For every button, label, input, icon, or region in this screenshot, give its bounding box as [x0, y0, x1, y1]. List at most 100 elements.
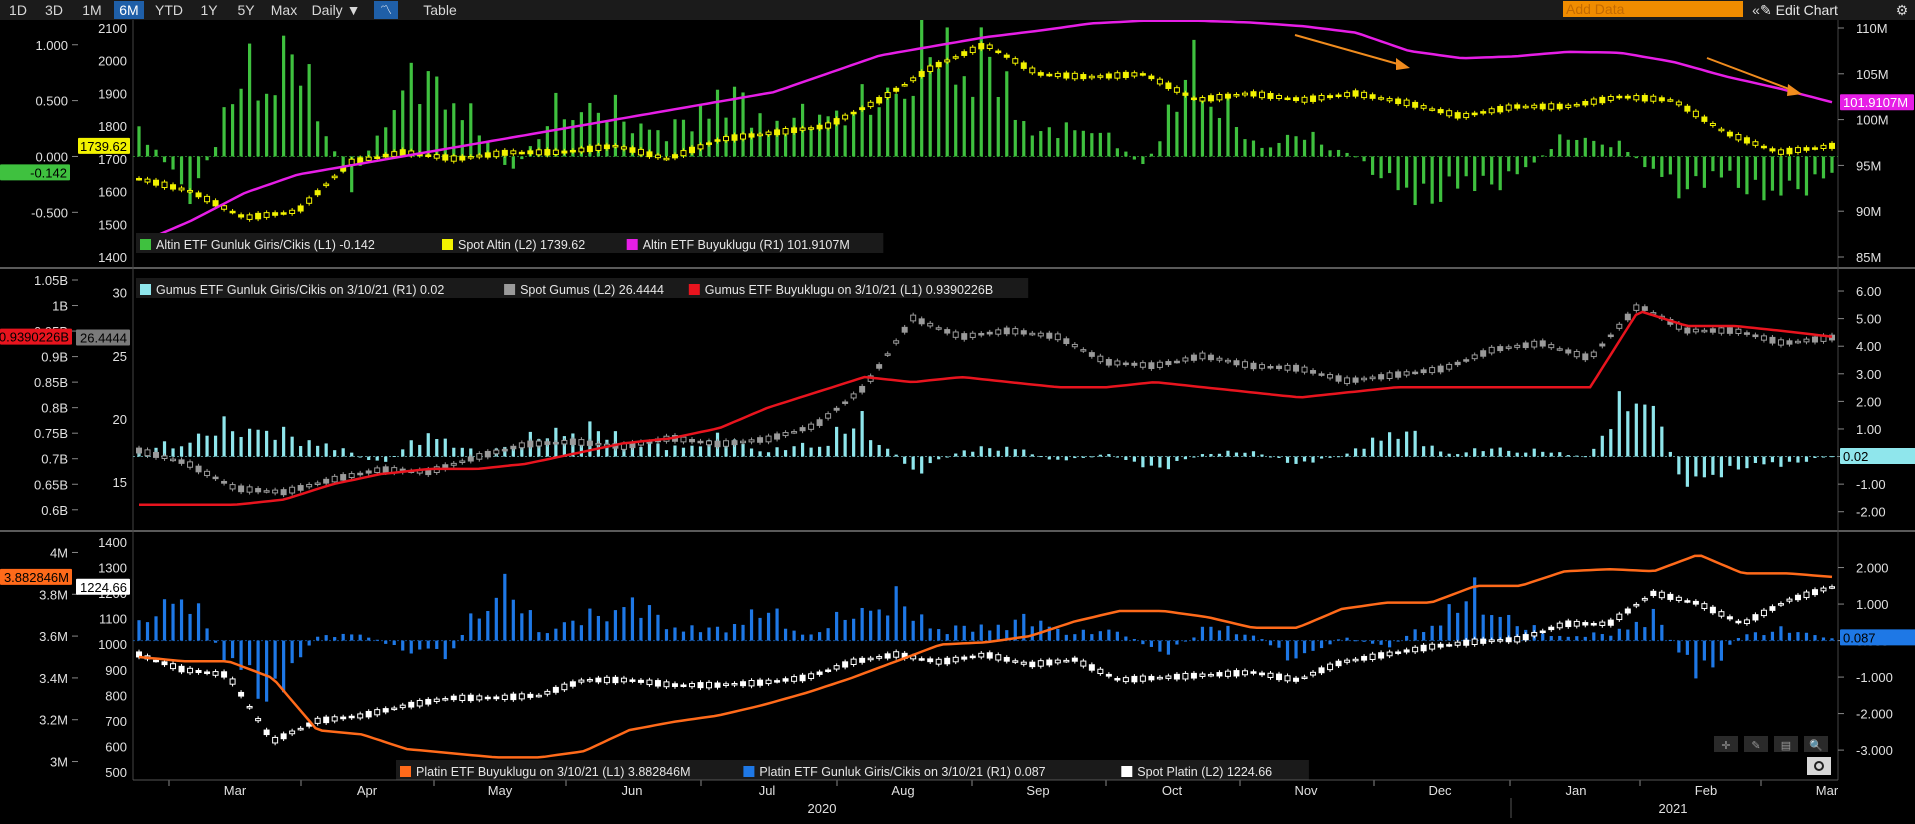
flow-bar — [1345, 637, 1349, 641]
flow-bar — [1566, 455, 1570, 457]
flow-bar — [1217, 630, 1222, 641]
flow-bar — [996, 624, 1000, 641]
spot-candle — [1199, 673, 1206, 677]
flow-bar — [664, 450, 669, 457]
spot-candle — [450, 462, 457, 466]
rewind-icon[interactable]: « — [1752, 2, 1760, 18]
spot-candle — [1777, 339, 1784, 346]
spot-candle — [1692, 600, 1699, 605]
spot-candle — [757, 679, 764, 686]
flow-bar — [341, 448, 345, 457]
spot-candle — [433, 154, 440, 159]
flow-bar — [1549, 636, 1553, 641]
snapshot-button[interactable] — [1807, 757, 1831, 775]
flow-bar — [213, 435, 218, 457]
flow-bar — [1336, 456, 1341, 458]
spot-candle — [1743, 332, 1750, 335]
spot-candle — [399, 704, 406, 709]
spot-candle — [918, 658, 925, 661]
flow-bar — [1626, 152, 1630, 157]
spot-candle — [748, 133, 755, 138]
spot-candle — [1803, 338, 1810, 343]
range-button-ytd[interactable]: YTD — [155, 2, 183, 18]
table-button[interactable]: Table — [423, 2, 457, 18]
range-button-5y[interactable]: 5Y — [237, 2, 255, 18]
spot-candle — [1556, 348, 1563, 351]
x-axis-month: Mar — [1816, 783, 1839, 798]
spot-candle — [901, 83, 908, 87]
range-button-1d[interactable]: 1D — [9, 2, 27, 18]
panel-tool-button[interactable] — [1774, 736, 1798, 752]
spot-candle — [808, 127, 815, 130]
spot-candle — [187, 461, 194, 468]
range-button-max[interactable]: Max — [270, 2, 298, 18]
flow-bar — [1736, 156, 1741, 188]
snapshot-icon — [1814, 761, 1824, 771]
panel-tool-button[interactable] — [1804, 736, 1828, 752]
panel-tool-button[interactable] — [1714, 736, 1738, 752]
spot-candle — [204, 470, 211, 477]
flow-bar — [1047, 456, 1051, 460]
last-value-flow-bg — [1840, 629, 1915, 646]
flow-bar — [800, 634, 805, 641]
spot-candle — [527, 440, 534, 448]
flow-bar — [1149, 640, 1153, 647]
spot-candle — [246, 705, 253, 709]
edit-chart-button[interactable]: ✎ Edit Chart — [1760, 0, 1838, 20]
flow-bar — [511, 447, 515, 457]
spot-candle — [1454, 641, 1461, 646]
flow-bar — [1098, 454, 1102, 457]
panel-tool-button[interactable] — [1744, 736, 1768, 752]
edit-icon: ✎ — [1760, 2, 1772, 18]
chart-type-icon[interactable]: 〽 — [374, 1, 398, 19]
flow-bar — [392, 456, 396, 458]
spot-candle — [1361, 655, 1368, 661]
range-button-3d[interactable]: 3D — [45, 2, 63, 18]
spot-candle — [1531, 104, 1538, 109]
flow-bar — [1260, 639, 1264, 641]
flow-bar — [1728, 640, 1732, 645]
spot-candle — [484, 450, 491, 458]
spot-candle — [1293, 97, 1300, 102]
range-button-1m[interactable]: 1M — [82, 2, 102, 18]
flow-bar — [971, 631, 975, 641]
flow-bar — [903, 98, 907, 157]
flow-bar — [307, 640, 311, 646]
flow-bar — [588, 608, 592, 641]
flow-bar — [1796, 632, 1800, 641]
flow-bar — [1481, 156, 1485, 176]
settings-icon[interactable]: ⚙ — [1895, 2, 1909, 18]
left-axis-tick: 0.85B — [34, 375, 68, 390]
spot-candle — [1692, 110, 1699, 118]
spot-candle — [1378, 97, 1385, 100]
flow-bar — [324, 635, 328, 641]
add-data-input[interactable]: Add Data — [1563, 1, 1743, 17]
flow-bar — [1268, 640, 1273, 646]
range-button-6m[interactable]: 6M — [114, 1, 144, 19]
spot-candle — [1020, 330, 1027, 335]
flow-bar — [188, 613, 192, 641]
spot-candle — [1514, 344, 1521, 348]
flow-bar — [1277, 456, 1281, 458]
spot-candle — [425, 698, 432, 705]
flow-bar — [256, 640, 260, 699]
spot-candle — [1803, 147, 1810, 151]
interval-dropdown[interactable]: Daily ▼ — [311, 2, 361, 18]
spot-candle — [229, 210, 236, 214]
spot-candle — [1395, 98, 1402, 105]
chart-canvas[interactable]: 1.000 0.500 0.000 -0.500 2100 2000 1900 1800 170… — [0, 20, 1915, 824]
spot-candle — [1497, 639, 1504, 642]
flow-bar — [375, 135, 379, 157]
spot-candle — [723, 683, 730, 687]
range-button-1y[interactable]: 1Y — [200, 2, 218, 18]
spot-candle — [671, 154, 678, 159]
left-axis-tick: 1B — [52, 299, 68, 314]
spot-candle — [1573, 103, 1580, 107]
flow-bar — [1056, 628, 1060, 641]
flow-bar — [1353, 448, 1358, 457]
flow-bar — [503, 573, 507, 641]
flow-bar — [1804, 456, 1809, 462]
flow-bar — [979, 624, 983, 641]
flow-bar — [1830, 156, 1834, 173]
flow-bar — [418, 640, 422, 650]
